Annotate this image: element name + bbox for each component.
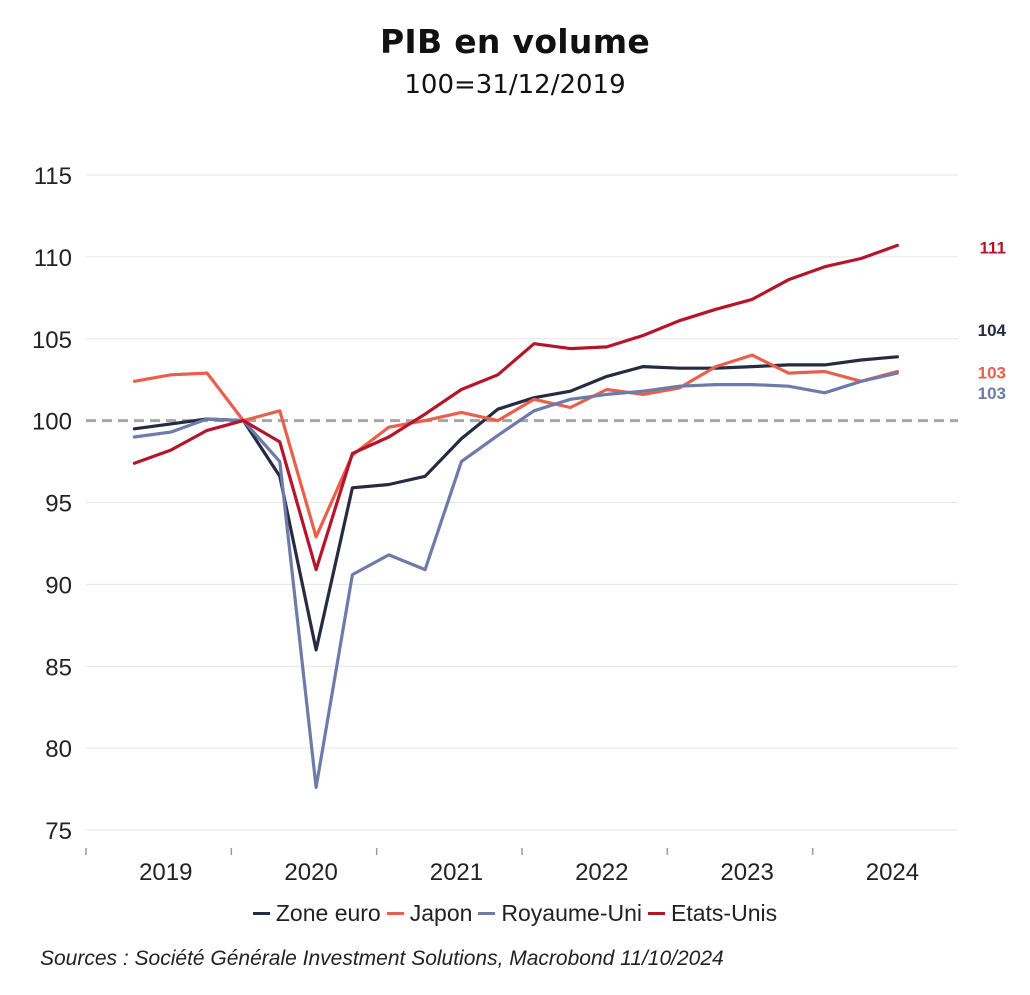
x-tick-label: 2021 <box>430 859 483 886</box>
x-axis-ticks: 2019 2020 2021 2022 2023 2024 <box>85 848 919 886</box>
y-tick-label: 85 <box>45 654 72 681</box>
chart-title: PIB en volume <box>379 22 651 61</box>
y-tick-label: 105 <box>32 327 72 354</box>
x-tick-label: 2019 <box>139 859 192 886</box>
x-tick-label: 2024 <box>866 859 919 886</box>
legend-swatch <box>648 912 666 915</box>
legend-label: Zone euro <box>275 900 381 926</box>
legend-swatch <box>386 912 404 915</box>
series-line-etats-unis <box>132 243 900 572</box>
y-tick-label: 95 <box>45 491 72 518</box>
series-line-japon <box>132 353 900 539</box>
legend-swatch <box>478 912 496 915</box>
gridlines <box>86 174 958 831</box>
y-tick-label: 90 <box>45 572 72 599</box>
y-tick-label: 80 <box>45 736 72 763</box>
y-tick-label: 75 <box>45 818 72 845</box>
legend-label: Japon <box>409 900 473 926</box>
legend-swatch <box>252 912 270 915</box>
legend-item: Royaume-Uni <box>478 900 642 927</box>
legend-item: Japon <box>386 900 473 927</box>
series-line-zone-euro <box>132 355 900 652</box>
series-line-royaume-uni <box>132 371 900 790</box>
y-axis-tick-labels: 75 80 85 90 95 100 105 110 115 <box>32 163 72 845</box>
end-label-etats-unis: 111 <box>980 238 1007 257</box>
x-tick-label: 2020 <box>284 859 337 886</box>
series-lines <box>132 243 900 790</box>
legend: Zone euro Japon Royaume-Uni Etats-Unis <box>0 900 1030 927</box>
y-tick-label: 110 <box>34 245 72 272</box>
end-label-royaume-uni: 103 <box>978 384 1006 403</box>
legend-item: Etats-Unis <box>648 900 777 927</box>
chart-subtitle: 100=31/12/2019 <box>404 70 626 100</box>
legend-item: Zone euro <box>252 900 381 927</box>
legend-label: Royaume-Uni <box>501 900 643 926</box>
y-tick-label: 100 <box>32 409 72 436</box>
source-note: Sources : Société Générale Investment So… <box>40 947 724 970</box>
y-tick-label: 115 <box>34 163 72 190</box>
legend-label: Etats-Unis <box>671 900 778 926</box>
end-label-japon: 103 <box>978 364 1006 383</box>
x-tick-label: 2023 <box>720 859 773 886</box>
x-tick-label: 2022 <box>575 859 628 886</box>
end-label-zone-euro: 104 <box>978 321 1007 340</box>
